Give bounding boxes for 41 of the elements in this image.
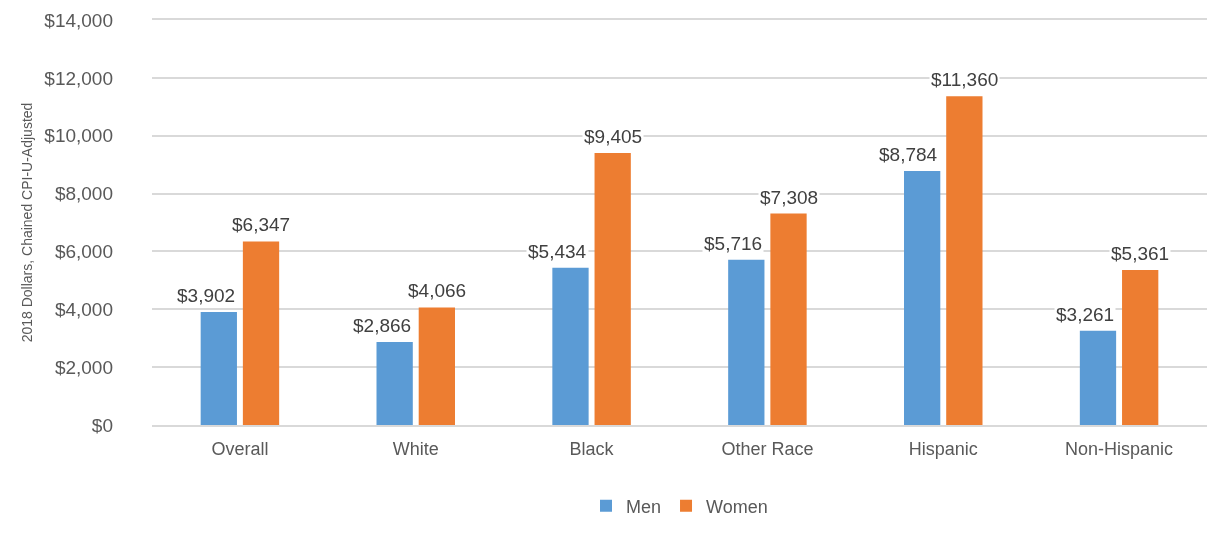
data-label: $5,434 bbox=[528, 241, 587, 262]
bar bbox=[1079, 330, 1117, 425]
y-tick-label: $12,000 bbox=[44, 67, 113, 89]
x-tick-label: Overall bbox=[211, 438, 269, 459]
bar bbox=[200, 312, 237, 425]
bar bbox=[418, 307, 455, 425]
x-tick-label: Black bbox=[569, 438, 615, 459]
legend-label: Women bbox=[706, 496, 768, 517]
bar bbox=[770, 213, 807, 425]
bar bbox=[1122, 269, 1159, 425]
bar bbox=[376, 342, 413, 425]
x-tick-label: Non-Hispanic bbox=[1065, 438, 1174, 459]
y-tick-label: $6,000 bbox=[54, 241, 113, 263]
data-label: $3,261 bbox=[1056, 304, 1115, 325]
y-tick-label: $10,000 bbox=[44, 125, 113, 147]
data-label: $7,308 bbox=[760, 187, 819, 208]
data-label: $8,784 bbox=[879, 144, 938, 165]
x-tick-label: Hispanic bbox=[908, 438, 978, 459]
data-label: $9,405 bbox=[584, 126, 643, 147]
data-label: $4,066 bbox=[408, 280, 467, 301]
bar bbox=[728, 259, 765, 425]
legend-label: Men bbox=[626, 496, 662, 517]
data-label: $5,716 bbox=[704, 233, 763, 254]
data-label: $2,866 bbox=[353, 315, 412, 336]
bar bbox=[946, 96, 983, 425]
x-tick-label: Other Race bbox=[721, 438, 814, 459]
data-label: $11,360 bbox=[931, 69, 999, 90]
bar bbox=[552, 267, 589, 425]
y-tick-label: $4,000 bbox=[54, 298, 113, 320]
bar bbox=[594, 152, 631, 425]
data-label: $3,902 bbox=[177, 285, 236, 306]
bar bbox=[904, 170, 941, 425]
y-tick-label: $0 bbox=[91, 414, 113, 436]
data-label: $6,347 bbox=[232, 214, 291, 235]
x-tick-label: White bbox=[392, 438, 439, 459]
bar bbox=[242, 241, 280, 425]
y-tick-label: $2,000 bbox=[54, 356, 113, 378]
y-tick-label: $14,000 bbox=[44, 9, 113, 31]
y-axis-title: 2018 Dollars, Chained CPI-U-Adjusted bbox=[18, 102, 35, 343]
data-label: $5,361 bbox=[1111, 243, 1170, 264]
y-tick-label: $8,000 bbox=[54, 183, 113, 205]
